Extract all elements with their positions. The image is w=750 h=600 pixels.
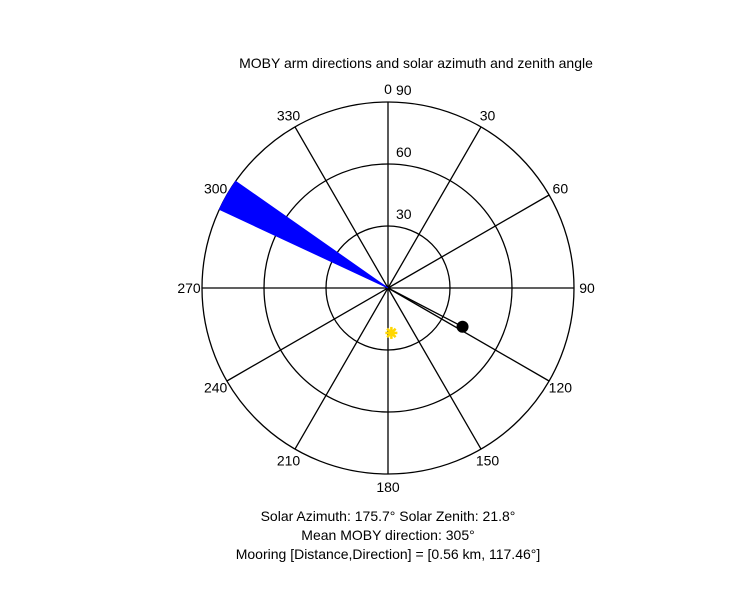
- angle-label-270: 270: [177, 280, 201, 296]
- spoke-330: [294, 126, 389, 289]
- ring-30: [325, 225, 451, 351]
- spoke-210: [294, 287, 389, 450]
- angle-label-150: 150: [476, 452, 500, 468]
- angle-label-90: 90: [579, 280, 595, 296]
- spoke-60: [387, 194, 550, 289]
- angle-label-300: 300: [204, 181, 228, 197]
- angle-label-210: 210: [277, 452, 301, 468]
- angle-label-120: 120: [549, 380, 573, 396]
- angle-label-60: 60: [553, 181, 569, 197]
- chart-title: MOBY arm directions and solar azimuth an…: [239, 55, 593, 71]
- angle-label-0: 0: [384, 81, 392, 97]
- ring-90: [201, 101, 575, 475]
- radial-label-90: 90: [396, 82, 412, 98]
- spoke-120: [387, 287, 550, 382]
- spoke-150: [387, 287, 482, 450]
- mooring-line: [387, 287, 463, 328]
- mooring-marker: [456, 320, 469, 333]
- ring-60: [263, 163, 513, 413]
- angle-label-30: 30: [480, 108, 496, 124]
- angle-label-240: 240: [204, 380, 228, 396]
- polar-marks: [218, 180, 469, 339]
- spoke-240: [226, 287, 389, 382]
- angle-label-330: 330: [277, 108, 301, 124]
- radial-label-60: 60: [396, 144, 412, 160]
- mean-moby-direction-text: Mean MOBY direction: 305°: [301, 527, 475, 543]
- radial-label-30: 30: [396, 206, 412, 222]
- mooring-info-text: Mooring [Distance,Direction] = [0.56 km,…: [235, 546, 541, 562]
- moby-arm-wedge: [218, 180, 389, 289]
- angle-label-180: 180: [376, 479, 400, 495]
- spoke-30: [387, 126, 482, 289]
- sun-marker: [385, 326, 398, 339]
- solar-info-text: Solar Azimuth: 175.7° Solar Zenith: 21.8…: [260, 508, 516, 524]
- polar-labels: 0 30 60 90 120 150 180 210 240 270 300 330 30 60 90: [177, 81, 595, 495]
